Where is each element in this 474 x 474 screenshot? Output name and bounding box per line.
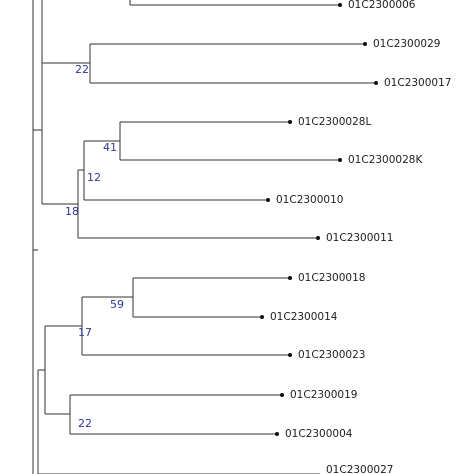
- leaf-dot: [260, 315, 264, 319]
- leaf-dot: [338, 158, 342, 162]
- leaf-dot: [363, 42, 367, 46]
- bootstrap-value: 22: [78, 417, 92, 430]
- leaf-label: 01C2300028K: [348, 154, 423, 166]
- leaf-dot: [288, 276, 292, 280]
- leaf-label: 01C2300028L: [298, 116, 371, 128]
- bootstrap-value: 59: [110, 298, 124, 311]
- leaf-label: 01C2300027: [326, 464, 393, 474]
- leaf-label: 01C2300018: [298, 272, 365, 284]
- leaf-label: 01C2300006: [348, 0, 416, 11]
- leaf-label: 01C2300023: [298, 349, 365, 361]
- leaf-label: 01C2300029: [373, 38, 440, 50]
- bootstrap-value: 18: [65, 205, 79, 218]
- bootstrap-value: 22: [75, 63, 89, 76]
- leaf-label: 01C2300010: [276, 194, 343, 206]
- leaf-label: 01C2300014: [270, 311, 338, 323]
- leaf-dot: [280, 393, 284, 397]
- leaf-dot: [374, 81, 378, 85]
- leaf-dot: [338, 3, 342, 7]
- leaf-dot: [316, 236, 320, 240]
- leaf-label: 01C2300004: [285, 428, 353, 440]
- leaf-dot: [266, 198, 270, 202]
- bootstrap-value: 17: [78, 326, 92, 339]
- leaf-tips: [260, 3, 378, 436]
- bootstrap-values: 22 41 12 18 59 17 22: [65, 63, 124, 430]
- bootstrap-value: 41: [103, 141, 117, 154]
- leaf-dot: [275, 432, 279, 436]
- branches: [32, 0, 376, 474]
- bootstrap-value: 12: [87, 171, 101, 184]
- leaf-labels: 01C2300006 01C2300029 01C2300017 01C2300…: [270, 0, 451, 474]
- leaf-label: 01C2300019: [290, 389, 357, 401]
- leaf-label: 01C2300017: [384, 77, 451, 89]
- leaf-label: 01C2300011: [326, 232, 393, 244]
- leaf-dot: [288, 353, 292, 357]
- leaf-dot: [288, 120, 292, 124]
